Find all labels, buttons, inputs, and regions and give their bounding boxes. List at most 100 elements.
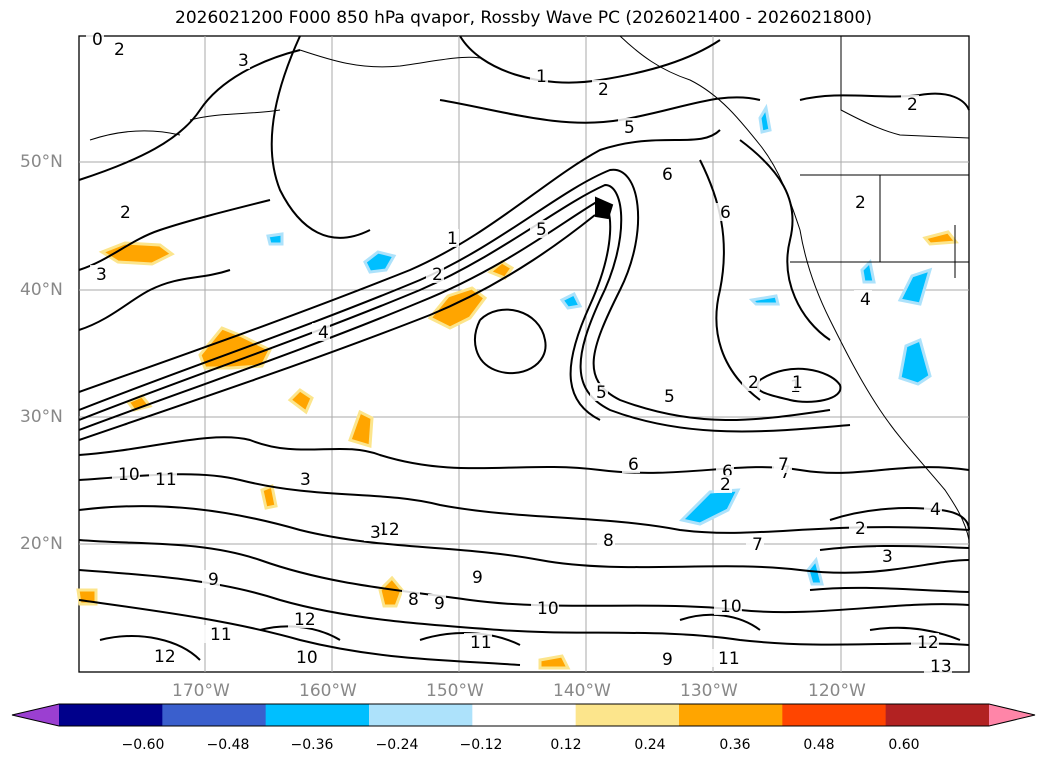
lon-label: 170°W [172, 681, 230, 701]
colorbar-bin [162, 704, 267, 726]
contour-label-background [114, 203, 132, 221]
positive-anomaly-patch [260, 483, 278, 510]
contour-label-background [530, 220, 548, 238]
contour-label-background [622, 455, 640, 473]
contour-label-background [658, 387, 676, 405]
contour-label-background [204, 625, 232, 643]
contour-label-background [772, 455, 790, 473]
contour-label-background [618, 118, 636, 136]
colorbar-bin [782, 704, 887, 726]
colorbar-tick-label: −0.12 [459, 737, 503, 753]
positive-anomaly-patch [922, 230, 959, 246]
negative-anomaly-patch [559, 291, 583, 310]
contour-label: 1 [792, 373, 803, 393]
colorbar-tick-label: −0.36 [290, 737, 334, 753]
map-title: 2026021200 F000 850 hPa qvapor, Rossby W… [175, 8, 872, 28]
contour-label-background [364, 523, 382, 541]
lon-label: 150°W [426, 681, 484, 701]
map-panel: 0321252212562346512631011627423987129101… [76, 30, 970, 677]
contour-label-background [90, 265, 108, 283]
contour-label: 6 [720, 203, 731, 223]
contour-label-background [86, 30, 104, 48]
negative-anomaly-patch [758, 103, 772, 134]
contour-label: 8 [408, 590, 419, 610]
contour-label: 11 [155, 470, 177, 490]
contour-label-background [590, 383, 608, 401]
positive-anomaly-patch [287, 388, 314, 415]
contour-label: 9 [662, 650, 673, 670]
colorbar-bin [265, 704, 370, 726]
colorbar-tick-label: −0.48 [206, 737, 250, 753]
contour-label-background [911, 633, 939, 651]
contour-label: 10 [720, 597, 742, 617]
contour-label: 12 [378, 520, 400, 540]
negative-anomaly-patch [897, 267, 933, 306]
colorbar-extension-low [12, 704, 59, 726]
contour-label-background [592, 80, 610, 98]
contour-label: 6 [722, 462, 733, 482]
contour-label-background [466, 568, 484, 586]
contour-label-background [531, 599, 559, 617]
positive-anomaly-patch [538, 654, 571, 670]
contour-label: 13 [930, 657, 952, 677]
contour-label-background [712, 649, 740, 667]
lat-label: 30°N [20, 407, 63, 427]
contour-label: 9 [434, 594, 445, 614]
negative-anomaly-patch [266, 232, 284, 246]
contour-label: 3 [238, 51, 249, 71]
colorbar-tick-label: 0.24 [634, 737, 666, 753]
colorbar-bin [679, 704, 783, 726]
contour-label-background [924, 500, 942, 518]
colorbar-tick-label: −0.24 [375, 737, 419, 753]
contour-label: 12 [154, 647, 176, 667]
contour-label: 11 [470, 633, 492, 653]
contour-label: 0 [92, 30, 103, 50]
contour-label-background [312, 323, 330, 341]
contour-label-layer: 0321252212562346512631011627423987129101… [86, 30, 952, 677]
contour-label-background [656, 165, 674, 183]
negative-anomaly-patch [679, 488, 741, 526]
colorbar-tick-label: 0.60 [888, 737, 920, 753]
contour-label-background [849, 519, 867, 537]
contour-label-background [901, 95, 919, 113]
negative-anomaly-patch [363, 250, 397, 274]
contour-label: 1 [447, 229, 458, 249]
colorbar-bin [369, 704, 473, 726]
lon-label: 130°W [680, 681, 738, 701]
colorbar-outline [11, 703, 1036, 727]
contour-label-background [714, 203, 732, 221]
positive-anomaly-patch [348, 409, 374, 448]
contour-label: 1 [536, 67, 547, 87]
positive-anomaly-patch [487, 260, 515, 280]
contour-label-background [742, 373, 760, 391]
contour-label-background [876, 547, 894, 565]
contour-label: 5 [664, 387, 675, 407]
colorbar-tick-label: 0.12 [550, 737, 582, 753]
contour-label-background [108, 40, 126, 58]
contour-label-background [290, 648, 318, 666]
contour-label-background [786, 373, 804, 391]
contour-label-background [464, 633, 492, 651]
contour-label: 12 [917, 633, 939, 653]
contour-label-background [149, 470, 177, 488]
contour-label: 3 [96, 265, 107, 285]
positive-anomaly-patch [427, 286, 488, 330]
contour-label: 6 [628, 455, 639, 475]
contour-label: 5 [596, 383, 607, 403]
contour-label-background [441, 229, 459, 247]
contour-label-background [294, 470, 312, 488]
contour-label: 12 [294, 610, 316, 630]
contour-label: 3 [300, 470, 311, 490]
lon-label: 160°W [299, 681, 357, 701]
contour-label-background [746, 535, 764, 553]
contour-label-background [288, 610, 316, 628]
contour-label: 2 [748, 373, 759, 393]
contour-label: 2 [120, 203, 131, 223]
contour-label-background [714, 597, 742, 615]
contour-label-background [530, 67, 548, 85]
positive-anomaly-patch [378, 575, 404, 608]
lat-label: 50°N [20, 152, 63, 172]
colorbar-bin [885, 704, 990, 726]
contour-label-background [148, 647, 176, 665]
contour-label: 2 [114, 40, 125, 60]
